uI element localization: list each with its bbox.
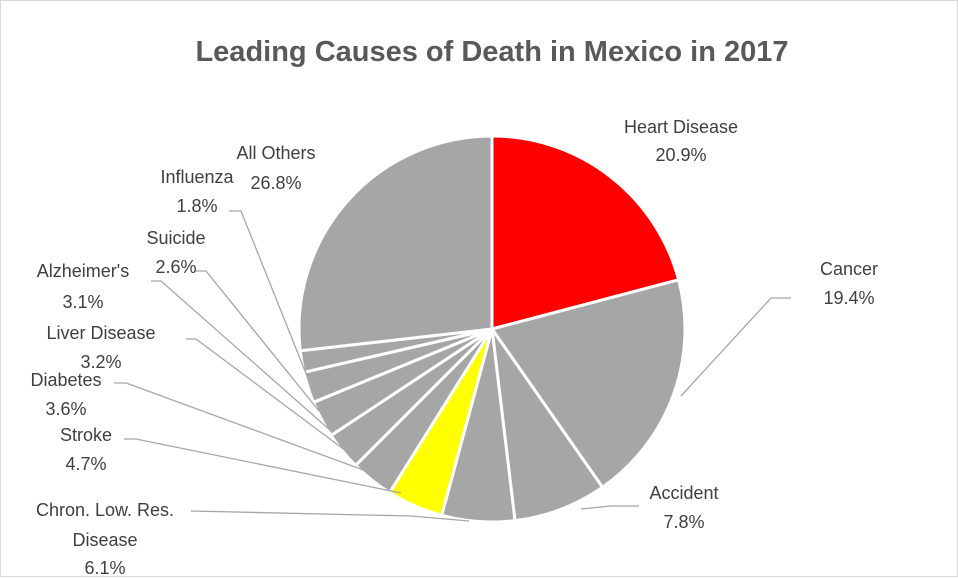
leader-line [680, 297, 791, 397]
slice-name-label: Suicide [146, 228, 205, 248]
slice-percent-label: 1.8% [176, 196, 217, 216]
leader-line [186, 338, 347, 452]
slice-percent-label: 7.8% [663, 512, 704, 532]
slice-name-label: Liver Disease [46, 323, 155, 343]
leader-line [194, 270, 320, 412]
pie-slice [297, 134, 494, 353]
leader-line [190, 510, 470, 522]
pie-slice [490, 134, 681, 331]
slice-name-label: Disease [72, 530, 137, 550]
slice-percent-label: 19.4% [823, 288, 874, 308]
leader-line [229, 210, 312, 387]
slice-name-label: Accident [649, 483, 718, 503]
slice-percent-label: 3.2% [80, 352, 121, 372]
pie-slices [297, 134, 687, 524]
leader-line [114, 382, 367, 472]
slice-percent-label: 6.1% [84, 558, 125, 578]
slice-percent-label: 2.6% [155, 257, 196, 277]
pie-slice [490, 327, 604, 523]
slice-name-label: Cancer [820, 259, 878, 279]
slice-name-label: Heart Disease [624, 117, 738, 137]
leader-line [580, 505, 639, 510]
slice-percent-label: 20.9% [655, 145, 706, 165]
slice-percent-label: 3.6% [45, 399, 86, 419]
slice-percent-label: 3.1% [62, 292, 103, 312]
data-labels: Heart Disease 20.9% Cancer 19.4% Accident 7.8… [30, 117, 878, 578]
leader-lines [114, 210, 791, 522]
slice-name-label: Chron. Low. Res. [36, 500, 174, 520]
slice-percent-label: 4.7% [65, 454, 106, 474]
slice-name-label: Influenza [160, 167, 234, 187]
slice-percent-label: 26.8% [250, 173, 301, 193]
chart-title: Leading Causes of Death in Mexico in 201… [195, 36, 788, 68]
pie-slice [490, 278, 687, 489]
slice-name-label: Diabetes [30, 370, 101, 390]
slice-name-label: All Others [236, 143, 315, 163]
slice-name-label: Alzheimer's [37, 261, 129, 281]
slice-name-label: Stroke [60, 425, 112, 445]
leader-line [124, 438, 402, 494]
leader-line [151, 280, 332, 432]
